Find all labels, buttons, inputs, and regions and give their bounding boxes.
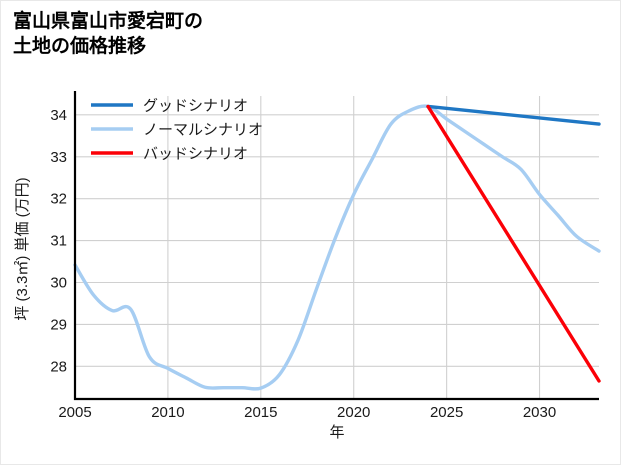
series-group — [73, 104, 601, 391]
x-tick-label: 2020 — [337, 404, 370, 421]
x-tick-label: 2005 — [58, 404, 91, 421]
x-tick-label: 2030 — [523, 404, 556, 421]
y-tick-label: 29 — [50, 316, 67, 333]
x-axis-ticks: 2005 2010 2015 2020 2025 2030 — [58, 404, 556, 421]
legend-label-2: バッドシナリオ — [143, 146, 248, 163]
x-axis-title: 年 — [329, 424, 344, 441]
x-tick-label: 2015 — [244, 404, 277, 421]
x-tick-label: 2025 — [430, 404, 463, 421]
y-axis-ticks: 28 29 30 31 32 33 34 — [50, 107, 67, 375]
series-line-1 — [426, 104, 601, 126]
series-line-2 — [426, 104, 601, 383]
y-tick-label: 28 — [50, 358, 67, 375]
y-tick-label: 31 — [50, 233, 67, 250]
y-tick-label: 32 — [50, 191, 67, 208]
y-tick-label: 33 — [50, 149, 67, 166]
axis-spines — [73, 91, 599, 401]
y-tick-label: 30 — [50, 274, 67, 291]
y-axis-title: 坪 (3.3㎡) 単価 (万円) — [14, 177, 31, 320]
legend-label-0: グッドシナリオ — [143, 98, 248, 115]
gridlines — [74, 96, 599, 399]
axis-spine — [73, 91, 599, 401]
legend-label-1: ノーマルシナリオ — [143, 122, 263, 139]
page-title: 富山県富山市愛宕町の 土地の価格推移 — [13, 11, 204, 58]
x-tick-label: 2010 — [151, 404, 184, 421]
series-line-0 — [73, 104, 601, 391]
y-tick-label: 34 — [50, 107, 67, 124]
